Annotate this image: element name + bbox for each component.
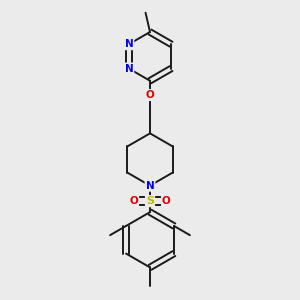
Text: N: N — [146, 181, 154, 191]
Text: O: O — [146, 90, 154, 100]
Text: S: S — [146, 196, 154, 206]
Text: N: N — [124, 39, 133, 49]
Text: O: O — [162, 196, 171, 206]
Text: O: O — [129, 196, 138, 206]
Text: N: N — [124, 64, 133, 74]
